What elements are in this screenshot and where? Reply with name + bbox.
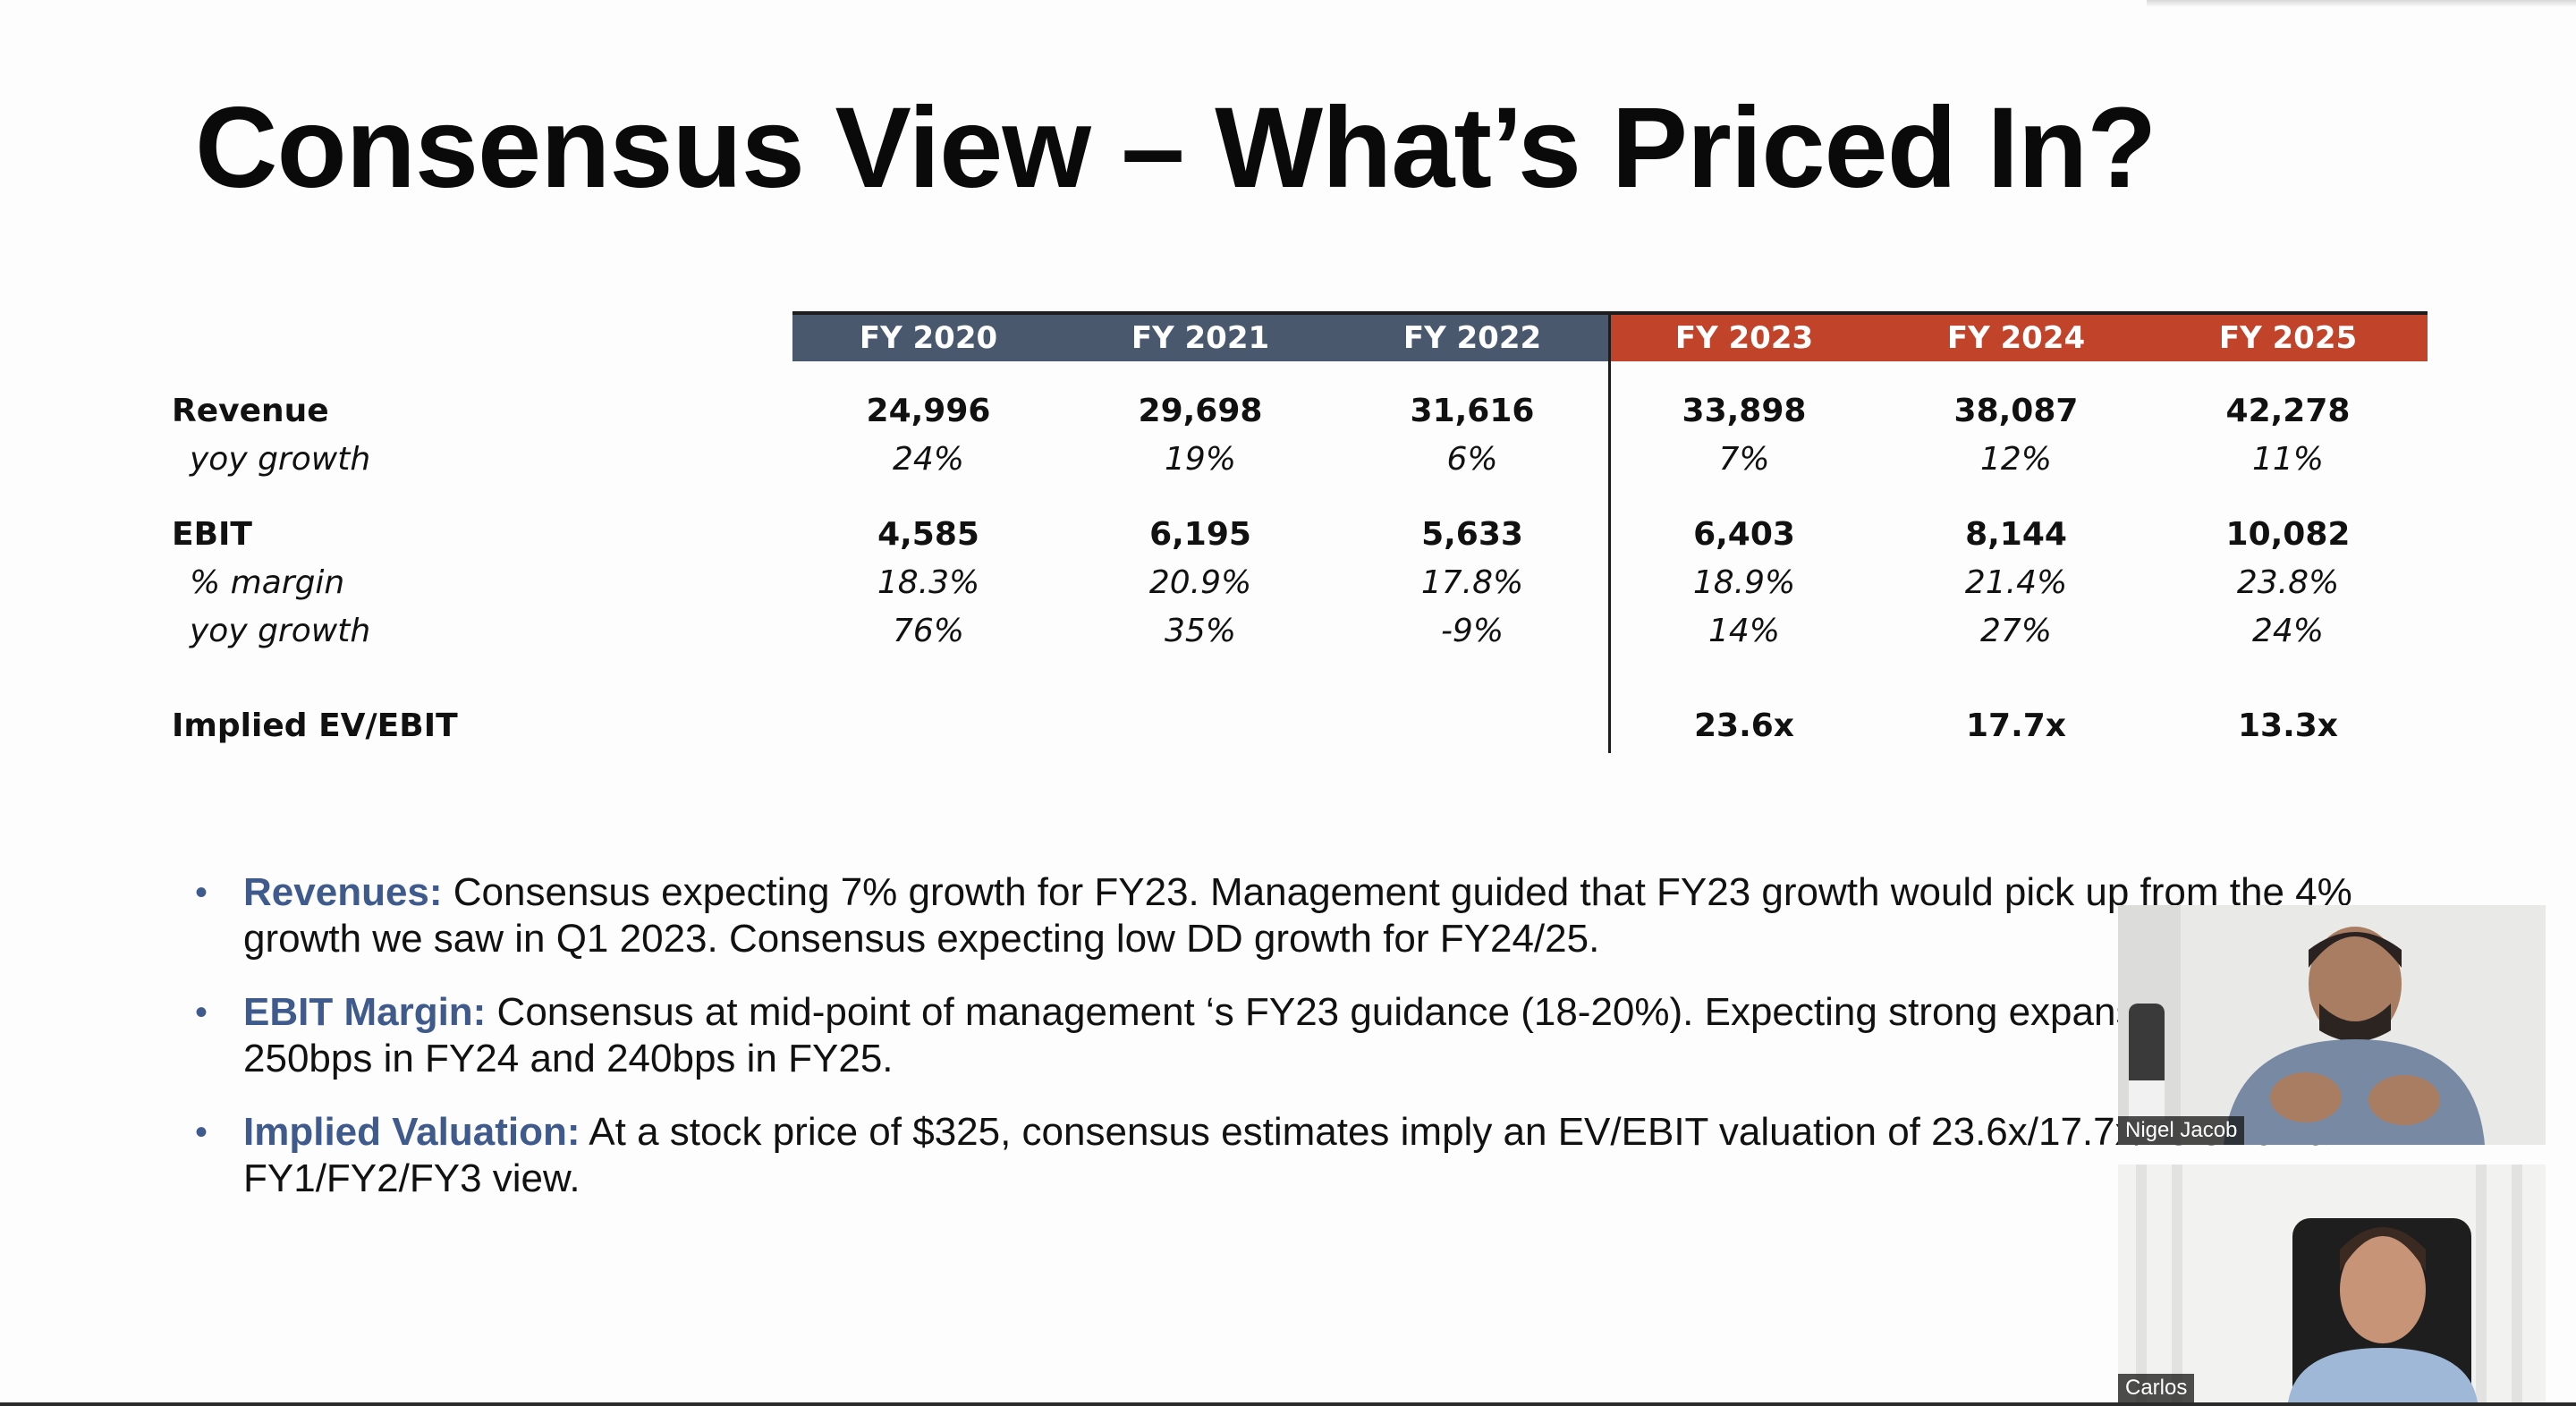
table-cell: 33,898 (1682, 393, 1807, 429)
bullet-ebit-margin: • EBIT Margin: Consensus at mid-point of… (195, 989, 2360, 1082)
table-cell: 42,278 (2225, 393, 2351, 429)
table-cell: 38,087 (1953, 393, 2079, 429)
table-row-ebit-growth: yoy growth 76% 35% -9% 14% 27% 24% (161, 608, 2429, 655)
table-cell: 10,082 (2225, 516, 2351, 553)
historical-header-bar (792, 311, 1608, 361)
table-row-ev-ebit: Implied EV/EBIT 23.6x 17.7x 13.3x (161, 703, 2429, 750)
table-row-ebit: EBIT 4,585 6,195 5,633 6,403 8,144 10,08… (161, 512, 2429, 558)
table-cell: 35% (1164, 613, 1236, 649)
table-cell: 27% (1979, 613, 2052, 649)
table-row-margin: % margin 18.3% 20.9% 17.8% 18.9% 21.4% 2… (161, 560, 2429, 606)
bullet-dot-icon: • (195, 873, 208, 912)
table-cell: 20.9% (1148, 564, 1252, 601)
projected-header-bar (1608, 311, 2428, 361)
row-label: yoy growth (190, 613, 371, 649)
bullet-revenues: • Revenues: Consensus expecting 7% growt… (195, 869, 2360, 962)
bullet-dot-icon: • (195, 1113, 208, 1152)
bullet-heading: Implied Valuation: (243, 1110, 580, 1154)
window-edge-shadow (2147, 0, 2576, 7)
table-cell: 24% (2251, 613, 2324, 649)
screen-bottom-edge (0, 1402, 2576, 1406)
bullet-heading: EBIT Margin: (243, 990, 487, 1034)
row-label: EBIT (172, 516, 252, 553)
participant-name-label: Carlos (2118, 1374, 2195, 1402)
header-fy2025: FY 2025 (2218, 320, 2358, 356)
participant-name-label: Nigel Jacob (2118, 1116, 2245, 1145)
header-fy2021: FY 2021 (1131, 320, 1270, 356)
table-cell: 17.8% (1420, 564, 1524, 601)
table-cell: 7% (1718, 441, 1770, 478)
row-label: % margin (190, 564, 345, 601)
bullet-list: • Revenues: Consensus expecting 7% growt… (195, 869, 2360, 1229)
bullet-text: Consensus at mid-point of management ‘s … (243, 990, 2233, 1080)
table-cell: 13.3x (2237, 707, 2339, 744)
table-cell: 76% (892, 613, 964, 649)
table-cell: 24,996 (866, 393, 991, 429)
table-cell: 12% (1979, 441, 2052, 478)
bullet-dot-icon: • (195, 993, 208, 1032)
table-cell: 29,698 (1138, 393, 1263, 429)
table-cell: 18.3% (877, 564, 980, 601)
table-cell: 4,585 (877, 516, 979, 553)
bullet-text: Consensus expecting 7% growth for FY23. … (243, 870, 2352, 961)
table-row-revenue-growth: yoy growth 24% 19% 6% 7% 12% 11% (161, 436, 2429, 483)
row-label: Implied EV/EBIT (172, 707, 458, 744)
header-fy2020: FY 2020 (859, 320, 998, 356)
table-cell: 14% (1707, 613, 1780, 649)
table-cell: -9% (1440, 613, 1504, 649)
table-cell: 6,403 (1693, 516, 1795, 553)
table-cell: 11% (2251, 441, 2324, 478)
table-cell: 19% (1164, 441, 1236, 478)
participant-video-feed (2118, 1165, 2546, 1402)
bullet-implied-valuation: • Implied Valuation: At a stock price of… (195, 1109, 2360, 1202)
table-cell: 6,195 (1149, 516, 1251, 553)
participant-video-nigel[interactable]: Nigel Jacob (2118, 905, 2546, 1145)
table-cell: 24% (892, 441, 964, 478)
table-cell: 6% (1446, 441, 1498, 478)
table-cell: 23.8% (2236, 564, 2340, 601)
header-fy2024: FY 2024 (1946, 320, 2086, 356)
bullet-text: At a stock price of $325, consensus esti… (243, 1110, 2330, 1200)
row-label: yoy growth (190, 441, 371, 478)
table-cell: 31,616 (1410, 393, 1535, 429)
participant-video-carlos[interactable]: Carlos (2118, 1165, 2546, 1402)
table-cell: 5,633 (1421, 516, 1523, 553)
bullet-heading: Revenues: (243, 870, 443, 914)
header-fy2023: FY 2023 (1674, 320, 1814, 356)
table-cell: 18.9% (1692, 564, 1796, 601)
table-row-revenue: Revenue 24,996 29,698 31,616 33,898 38,0… (161, 388, 2429, 435)
header-fy2022: FY 2022 (1402, 320, 1542, 356)
table-cell: 8,144 (1965, 516, 2067, 553)
slide-title: Consensus View – What’s Priced In? (195, 84, 2157, 212)
participant-video-feed (2118, 905, 2546, 1145)
historical-projected-divider (1608, 311, 1611, 753)
row-label: Revenue (172, 393, 329, 429)
table-cell: 23.6x (1693, 707, 1795, 744)
table-cell: 21.4% (1964, 564, 2068, 601)
table-cell: 17.7x (1965, 707, 2067, 744)
